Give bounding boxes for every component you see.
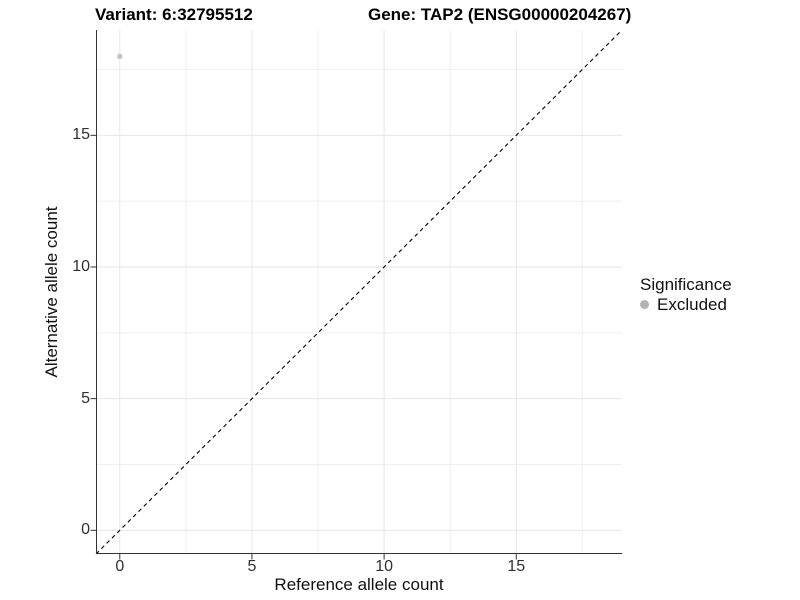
legend-entry-label: Excluded bbox=[657, 295, 727, 314]
legend-key-dot-icon bbox=[640, 300, 649, 309]
identity-line bbox=[95, 29, 623, 555]
x-tick-label: 15 bbox=[507, 558, 526, 575]
y-tick-label: 5 bbox=[81, 389, 90, 407]
legend-title: Significance bbox=[640, 275, 732, 294]
plot-title-variant: Variant: 6:32795512 bbox=[95, 5, 253, 24]
x-tick-label: 0 bbox=[115, 558, 125, 575]
y-tick-label: 0 bbox=[81, 521, 90, 539]
x-tick-label: 5 bbox=[247, 558, 257, 575]
legend-entry-excluded: Excluded bbox=[640, 295, 732, 314]
plot-panel bbox=[90, 29, 623, 560]
y-axis-title: Alternative allele count bbox=[42, 206, 61, 378]
legend: Significance Excluded bbox=[640, 275, 732, 314]
x-tick-label: 10 bbox=[375, 558, 394, 575]
plot-title-gene: Gene: TAP2 (ENSG00000204267) bbox=[368, 5, 632, 24]
y-tick-label: 10 bbox=[72, 257, 90, 275]
x-axis-title: Reference allele count bbox=[274, 575, 444, 594]
y-tick-label: 15 bbox=[72, 126, 90, 144]
plot-canvas bbox=[90, 29, 623, 560]
data-point bbox=[117, 53, 123, 60]
